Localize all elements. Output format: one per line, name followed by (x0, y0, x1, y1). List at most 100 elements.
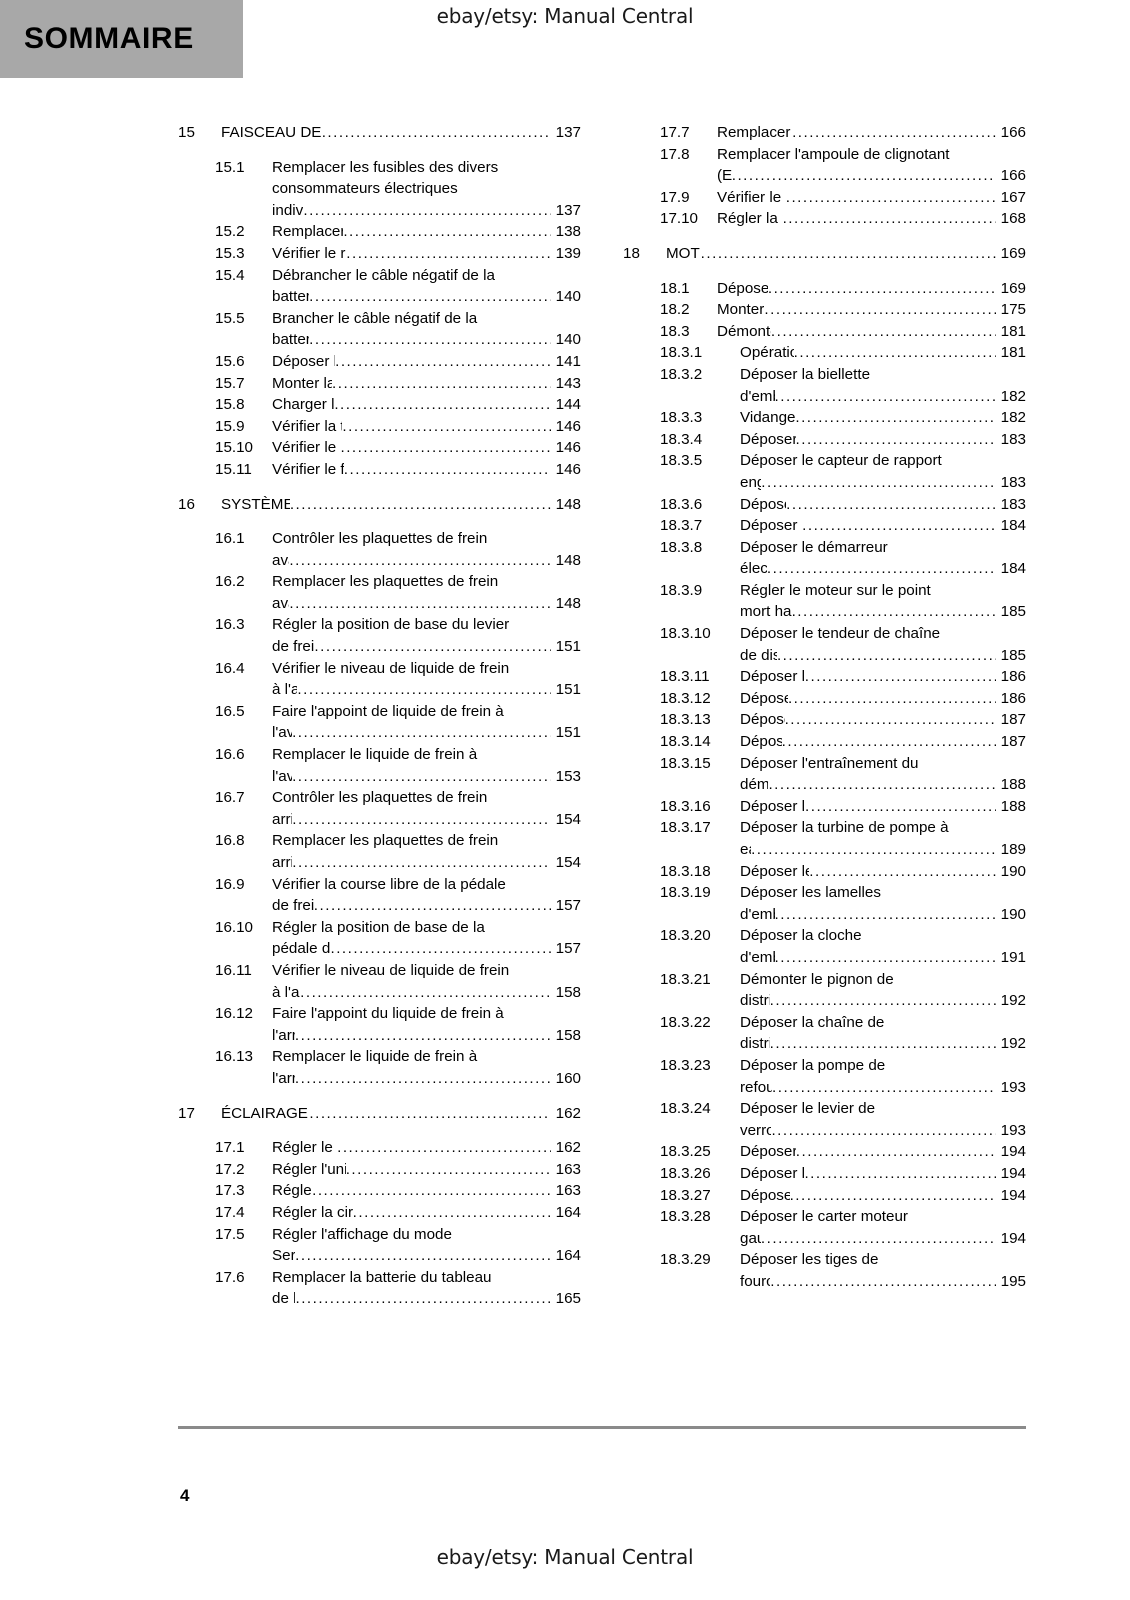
toc-entry[interactable]: 18.3.24 Déposer le levier de verrouillage.… (623, 1098, 1026, 1141)
toc-entry[interactable]: 17.10 Régler la portée du phare..........… (623, 208, 1026, 230)
toc-entry[interactable]: 18.3.25 Déposer le verrouillage..........… (623, 1141, 1026, 1163)
toc-entry[interactable]: 18.3.23 Déposer la pompe de refoulement...… (623, 1055, 1026, 1098)
toc-entry-number: 18.3.26 (660, 1164, 711, 1182)
toc-entry[interactable]: 18.3.28 Déposer le carter moteur gauche...… (623, 1206, 1026, 1249)
toc-entry[interactable]: 18.3.22 Déposer la chaîne de distribution.… (623, 1012, 1026, 1055)
toc-entry[interactable]: 18.3.16 Déposer la pompe aspirante.......… (623, 796, 1026, 818)
toc-entry[interactable]: 18.3.17 Déposer la turbine de pompe à eau.… (623, 817, 1026, 860)
toc-entry[interactable]: 18.3.20 Déposer la cloche d'embrayage.....… (623, 925, 1026, 968)
dot-leader: ........................................… (761, 473, 996, 491)
toc-entry[interactable]: 18 MOTEUR................................… (623, 243, 1026, 265)
toc-entry[interactable]: 15.2 Remplacer le fusible général........… (178, 221, 581, 243)
toc-entry[interactable]: 17.9 Vérifier le réglage du phare........… (623, 187, 1026, 209)
toc-entry[interactable]: 18.3.21 Démonter le pignon de distribution… (623, 969, 1026, 1012)
toc-entry[interactable]: 18.3.1 Opérations préalables.............… (623, 342, 1026, 364)
toc-entry-text: Vérifier le niveau de liquide de frein à … (272, 658, 581, 701)
toc-entry[interactable]: 16.7 Contrôler les plaquettes de frein arr… (178, 787, 581, 830)
toc-entry[interactable]: 18.3.8 Déposer le démarreur électrique....… (623, 537, 1026, 580)
toc-entry-title-line: Déposer les arbres à cames (740, 668, 805, 686)
toc-entry[interactable]: 15.7 Monter la batterie 12 V.............… (178, 373, 581, 395)
toc-entry[interactable]: 15.3 Vérifier le relais de démarrage.....… (178, 243, 581, 265)
toc-entry[interactable]: 18.3.10 Déposer le tendeur de chaîne de di… (623, 623, 1026, 666)
toc-entry[interactable]: 17.3 Régler l'heure......................… (178, 1180, 581, 1202)
toc-entry-number: 15.8 (215, 396, 245, 414)
toc-entry-last-line: batterie 12 V...........................… (272, 286, 581, 308)
toc-entry[interactable]: 17.8 Remplacer l'ampoule de clignotant (EU… (623, 144, 1026, 187)
toc-entry[interactable]: 18.3.19 Déposer les lamelles d'embrayage..… (623, 882, 1026, 925)
toc-entry[interactable]: 18.3.29 Déposer les tiges de fourchettes..… (623, 1249, 1026, 1292)
dot-leader: ........................................… (303, 201, 551, 219)
toc-entry[interactable]: 18.3.5 Déposer le capteur de rapport engag… (623, 450, 1026, 493)
toc-entry[interactable]: 17.7 Remplacer l'ampoule de phare........… (623, 122, 1026, 144)
toc-entry[interactable]: 18.3.6 Déposer la bougie.................… (623, 494, 1026, 516)
toc-entry[interactable]: 18.3.11 Déposer les arbres à cames.......… (623, 666, 1026, 688)
toc-entry-text: Déposer le verrouillage.................… (740, 1141, 1026, 1163)
toc-entry[interactable]: 16 SYSTÈME DE FREIN......................… (178, 494, 581, 516)
toc-entry[interactable]: 16.13 Remplacer le liquide de frein à l'ar… (178, 1046, 581, 1089)
toc-entry[interactable]: 18.3.26 Déposer l'arbre de sélection.....… (623, 1163, 1026, 1185)
toc-entry[interactable]: 15.1 Remplacer les fusibles des divers con… (178, 157, 581, 222)
toc-entry[interactable]: 15.10 Vérifier le courant de repos.......… (178, 437, 581, 459)
toc-entry[interactable]: 18.3.4 Déposer le filtre à huile.........… (623, 429, 1026, 451)
toc-entry[interactable]: 15.9 Vérifier la tension de charge.......… (178, 416, 581, 438)
toc-entry-number: 18.3.18 (660, 862, 711, 880)
toc-entry[interactable]: 15 FAISCEAU DE CÂBLES, BATTERIE..........… (178, 122, 581, 144)
toc-entry-page: 144 (555, 396, 581, 414)
toc-entry-last-line: Déposer le moteur.......................… (717, 278, 1026, 300)
toc-entry-last-line: Déposer la culasse......................… (740, 688, 1026, 710)
toc-entry[interactable]: 15.8 Charger la batterie 12 V............… (178, 394, 581, 416)
toc-entry-page: 183 (1000, 495, 1026, 513)
toc-entry-page: 151 (555, 681, 581, 699)
toc-entry[interactable]: 16.11 Vérifier le niveau de liquide de fr… (178, 960, 581, 1003)
toc-entry-last-line: Déposer le piston.......................… (740, 709, 1026, 731)
toc-entry[interactable]: 18.3.7 Déposer le couvre-culasse.........… (623, 515, 1026, 537)
toc-entry[interactable]: 18.3.15 Déposer l'entraînement du démarreu… (623, 753, 1026, 796)
toc-entry[interactable]: 18.3.27 Déposer l'entretoise.............… (623, 1185, 1026, 1207)
toc-entry[interactable]: 15.5 Brancher le câble négatif de la batte… (178, 308, 581, 351)
toc-entry[interactable]: 17.2 Régler l'unité kilomètres/miles.....… (178, 1159, 581, 1181)
toc-entry-title-line: Vérifier le faisceau de câbles (272, 460, 344, 478)
toc-entry-number: 18.3.7 (660, 517, 703, 535)
toc-entry[interactable]: 16.8 Remplacer les plaquettes de frein arr… (178, 830, 581, 873)
toc-entry[interactable]: 18.3.12 Déposer la culasse...............… (623, 688, 1026, 710)
toc-entry[interactable]: 18.3.3 Vidanger l'huile moteur...........… (623, 407, 1026, 429)
toc-entry[interactable]: 16.4 Vérifier le niveau de liquide de fre… (178, 658, 581, 701)
toc-entry[interactable]: 18.2 Monter le moteur....................… (623, 299, 1026, 321)
toc-entry[interactable]: 16.5 Faire l'appoint de liquide de frein … (178, 701, 581, 744)
toc-entry[interactable]: 17.4 Régler la circonférence de la roue..… (178, 1202, 581, 1224)
toc-entry-last-line: Régler la circonférence de la roue......… (272, 1202, 581, 1224)
toc-entry[interactable]: 17.5 Régler l'affichage du mode Service...… (178, 1224, 581, 1267)
toc-entry[interactable]: 15.4 Débrancher le câble négatif de la bat… (178, 265, 581, 308)
toc-entry[interactable]: 18.3 Démonter le moteur..................… (623, 321, 1026, 343)
toc-entry-text: Déposer la pompe aspirante..............… (740, 796, 1026, 818)
toc-entry[interactable]: 18.3.9 Régler le moteur sur le point mort … (623, 580, 1026, 623)
toc-entry[interactable]: 16.9 Vérifier la course libre de la pédal… (178, 874, 581, 917)
toc-entry[interactable]: 17.6 Remplacer la batterie du tableau de b… (178, 1267, 581, 1310)
toc-entry-text: Remplacer l'ampoule de phare............… (717, 122, 1026, 144)
toc-entry[interactable]: 18.3.14 Déposer le rotor.................… (623, 731, 1026, 753)
toc-entry[interactable]: 17 ÉCLAIRAGE, INSTRUMENTS................… (178, 1103, 581, 1125)
toc-entry[interactable]: 16.3 Régler la position de base du levier… (178, 614, 581, 657)
toc-entry[interactable]: 18.3.18 Déposer le carter d'embrayage....… (623, 861, 1026, 883)
toc-entry[interactable]: 18.3.2 Déposer la biellette d'embrayage...… (623, 364, 1026, 407)
toc-entry[interactable]: 18.3.13 Déposer le piston................… (623, 709, 1026, 731)
toc-entry[interactable]: 17.1 Régler le tableau de bord...........… (178, 1137, 581, 1159)
watermark-top: ebay/etsy: Manual Central (436, 4, 694, 28)
toc-entry-text: Déposer le levier de verrouillage........… (740, 1098, 1026, 1141)
toc-entry-title-line: d'embrayage (740, 948, 775, 966)
toc-entry[interactable]: 16.12 Faire l'appoint du liquide de frein… (178, 1003, 581, 1046)
toc-entry[interactable]: 18.1 Déposer le moteur...................… (623, 278, 1026, 300)
toc-entry[interactable]: 15.11 Vérifier le faisceau de câbles.....… (178, 459, 581, 481)
toc-entry-page: 184 (1000, 517, 1026, 535)
toc-entry-last-line: arrière.................................… (272, 809, 581, 831)
toc-entry-title-line: Régler l'unité kilomètres/miles (272, 1160, 346, 1178)
toc-entry-text: Remplacer le liquide de frein à l'arrière… (272, 1046, 581, 1089)
toc-entry[interactable]: 16.2 Remplacer les plaquettes de frein ava… (178, 571, 581, 614)
toc-entry-page: 193 (1000, 1078, 1026, 1096)
toc-entry[interactable]: 16.10 Régler la position de base de la péd… (178, 917, 581, 960)
dot-leader: ........................................… (787, 689, 996, 707)
toc-entry[interactable]: 16.1 Contrôler les plaquettes de frein ava… (178, 528, 581, 571)
dot-leader: ........................................… (767, 279, 996, 297)
toc-entry[interactable]: 16.6 Remplacer le liquide de frein à l'ava… (178, 744, 581, 787)
toc-entry[interactable]: 15.6 Déposer la batterie 12 V............… (178, 351, 581, 373)
